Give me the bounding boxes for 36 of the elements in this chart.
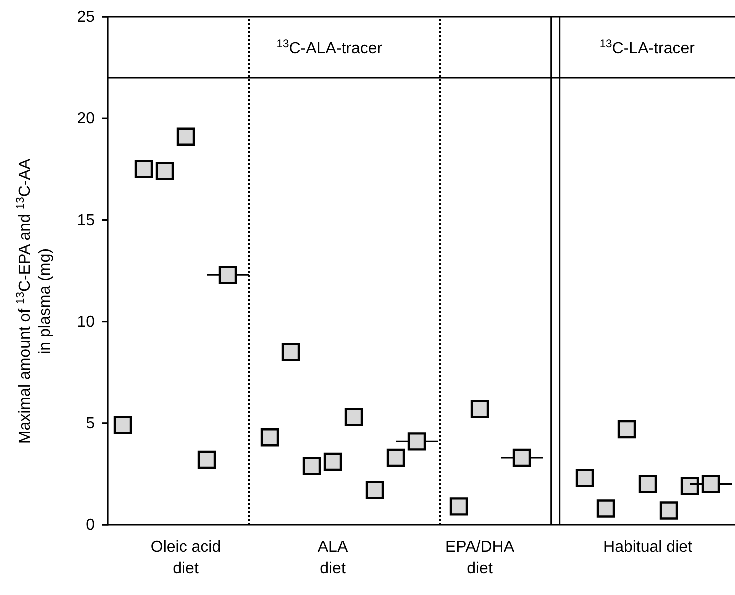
point	[282, 343, 300, 362]
point	[680, 477, 700, 496]
point	[156, 162, 174, 181]
point	[512, 448, 532, 468]
point	[450, 498, 468, 516]
point	[302, 456, 322, 476]
point	[176, 128, 196, 146]
point	[702, 475, 720, 494]
point	[114, 416, 132, 435]
y-tick-label: 15	[77, 212, 96, 230]
point	[408, 432, 426, 451]
point	[470, 400, 490, 418]
y-tick-label: 25	[77, 9, 96, 26]
point	[344, 408, 364, 426]
point	[618, 420, 636, 439]
point	[638, 475, 658, 494]
y-tick-label: 10	[77, 314, 96, 331]
point	[198, 450, 216, 470]
point	[576, 469, 594, 488]
point	[366, 481, 384, 500]
y-tick-label: 5	[86, 416, 96, 433]
x-tick-label: EPA/DHA diet	[445, 539, 515, 578]
x-tick-label: ALA diet	[318, 539, 348, 578]
point	[660, 502, 678, 520]
y-tick-label: 0	[86, 517, 96, 534]
annotation: $^{13}$C-ALA-tracer	[276, 38, 384, 58]
y-tick-label: 20	[77, 110, 96, 128]
annotation: $^{13}$C-LA-tracer	[600, 38, 696, 58]
point	[596, 500, 616, 518]
point	[324, 452, 342, 472]
x-tick-label: Oleic acid diet	[150, 539, 222, 578]
point	[218, 266, 238, 284]
x-tick-label: Habitual diet	[604, 539, 694, 556]
point	[134, 160, 154, 178]
point	[260, 428, 280, 447]
point	[386, 448, 406, 468]
